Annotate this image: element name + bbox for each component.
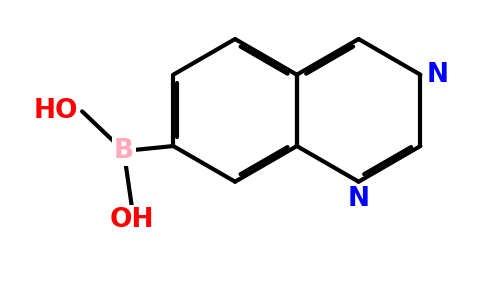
Text: N: N bbox=[348, 186, 370, 212]
Text: HO: HO bbox=[34, 98, 78, 124]
Text: OH: OH bbox=[109, 208, 154, 233]
Text: B: B bbox=[114, 138, 134, 164]
Text: N: N bbox=[426, 62, 448, 88]
